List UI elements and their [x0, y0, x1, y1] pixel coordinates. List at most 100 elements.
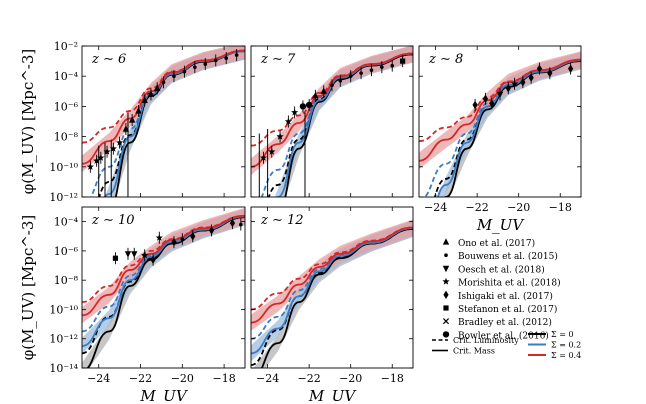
x-axis-label: M_UV	[139, 387, 189, 404]
legend-marker-triangle-down	[442, 265, 450, 273]
data-point-circle	[299, 103, 307, 110]
data-point-dot	[172, 74, 176, 78]
data-point-diamond	[489, 99, 495, 108]
data-point-star	[93, 156, 101, 164]
legend-marker-triangle-up	[442, 238, 450, 245]
data-point-triangle-up	[154, 84, 161, 91]
legend-label: Stefanon et al. (2017)	[458, 304, 557, 315]
legend-label: Ono et al. (2017)	[458, 238, 535, 249]
model-line-sigma_0-crit_lum	[251, 228, 413, 366]
data-point-star	[276, 132, 284, 140]
data-point-dot	[330, 83, 334, 88]
plot-area	[251, 46, 413, 197]
plot-area	[82, 207, 245, 368]
axes-frame	[250, 45, 414, 198]
panel-12: z ∼ 12 −24 −22 −20 −18 M_UV	[250, 206, 414, 404]
data-point-star	[86, 163, 94, 170]
x-axis-label: M_UV	[476, 216, 526, 234]
panel-8: z ∼ 8 −24 −22 −20 −18 M_UV	[418, 45, 582, 234]
data-point-star	[268, 147, 276, 155]
x-tick-label: −20	[507, 201, 530, 214]
data-point-dot	[380, 65, 384, 69]
y-tick-label: 10⁻¹²	[49, 191, 78, 204]
plot-area	[82, 46, 245, 197]
x-tick-label: −20	[171, 372, 194, 385]
panel-6: z ∼ 6 10⁻¹² 10⁻¹⁰ 10⁻⁸ 10⁻⁶ 10⁻⁴ 10⁻²	[49, 40, 246, 204]
data-point-dot	[359, 71, 363, 75]
model-line-sigma_0-crit_lum	[267, 53, 413, 197]
x-tick-label: −18	[549, 201, 572, 214]
x-tick-label: −18	[381, 372, 404, 385]
data-point-diamond	[520, 78, 526, 87]
y-tick-label: 10⁻⁸	[54, 274, 79, 287]
axes-frame	[81, 45, 246, 198]
model-line-sigma_0_2-crit_mass	[251, 227, 413, 355]
data-point-star	[103, 147, 111, 155]
legend-label: Ishigaki et al. (2017)	[458, 291, 553, 302]
data-point-triangle-down	[131, 251, 138, 258]
y-tick-label: 10⁻¹⁰	[49, 303, 78, 316]
x-tick-label: −22	[129, 372, 152, 385]
data-point-diamond	[190, 232, 196, 241]
data-point-diamond	[505, 84, 511, 93]
plot-area	[419, 51, 581, 197]
panel-7: z ∼ 7	[250, 45, 414, 198]
data-point-diamond	[568, 64, 574, 73]
model-line-sigma_0_4-crit_lum	[82, 214, 245, 304]
data-point-dot	[213, 58, 218, 63]
x-tick-label: −22	[298, 372, 321, 385]
y-axis-label: φ(M_UV) [Mpc^-3]	[19, 49, 37, 195]
model-band-sigma_0_4	[251, 219, 413, 331]
y-tick-label: 10⁻¹²	[49, 333, 78, 346]
legend-marker-x	[442, 318, 450, 325]
model-line-sigma_0_2-crit_lum	[423, 59, 581, 197]
axes-frame	[418, 45, 582, 198]
panel-label: z ∼ 8	[428, 52, 463, 67]
data-point-triangle-up	[128, 116, 136, 123]
model-line-sigma_0_2-crit_mass	[82, 215, 245, 347]
data-point-star	[141, 251, 149, 259]
data-point-diamond	[171, 237, 177, 247]
model-line-sigma_0_4-crit_mass	[82, 214, 245, 317]
data-point-circle	[305, 101, 313, 109]
panel-label: z ∼ 12	[260, 213, 304, 228]
data-point-star	[259, 153, 268, 161]
data-point-star	[291, 108, 299, 116]
legend-label: Σ = 0.4	[551, 351, 581, 360]
data-point-star	[109, 144, 117, 152]
legend-label: Morishita et al. (2018)	[458, 278, 561, 289]
legend-marker-circle	[442, 331, 450, 338]
y-tick-label: 10⁻²	[54, 40, 78, 53]
panel-label: z ∼ 7	[260, 52, 296, 67]
y-tick-label: 10⁻¹⁴	[49, 362, 78, 375]
data-point-dot	[161, 80, 166, 85]
data-point-diamond	[229, 218, 236, 228]
x-tick-label: −20	[339, 372, 362, 385]
data-point-triangle-down	[124, 251, 132, 258]
model-line-sigma_0_4-crit_mass	[251, 52, 413, 168]
data-point-triangle-up	[312, 92, 319, 99]
y-tick-label: 10⁻⁶	[54, 245, 79, 258]
data-point-square	[112, 255, 119, 261]
y-tick-label: 10⁻¹⁰	[49, 161, 78, 174]
data-point-diamond	[208, 226, 215, 235]
data-point-dot	[182, 69, 187, 74]
plot-area	[251, 219, 413, 368]
data-point-star	[155, 233, 163, 241]
data-point-dot	[390, 63, 395, 68]
y-tick-label: 10⁻⁶	[54, 100, 79, 113]
data-point-dot	[180, 237, 185, 241]
data-point-triangle-up	[135, 107, 142, 114]
data-point-diamond	[472, 100, 478, 110]
model-line-sigma_0_4-crit_mass	[251, 226, 413, 324]
legend-label: Bouwens et al. (2015)	[458, 251, 558, 262]
data-point-dot	[193, 65, 197, 69]
legend: Ono et al. (2017) Bouwens et al. (2015) Oe…	[432, 238, 581, 360]
legend-label: Bradley et al. (2012)	[458, 317, 552, 328]
y-axis-label: φ(M_UV) [Mpc^-3]	[19, 215, 37, 361]
data-point-diamond	[547, 68, 553, 78]
legend-marker-star	[442, 277, 450, 285]
data-point-triangle-up	[320, 87, 327, 94]
data-point-dot	[239, 222, 243, 227]
